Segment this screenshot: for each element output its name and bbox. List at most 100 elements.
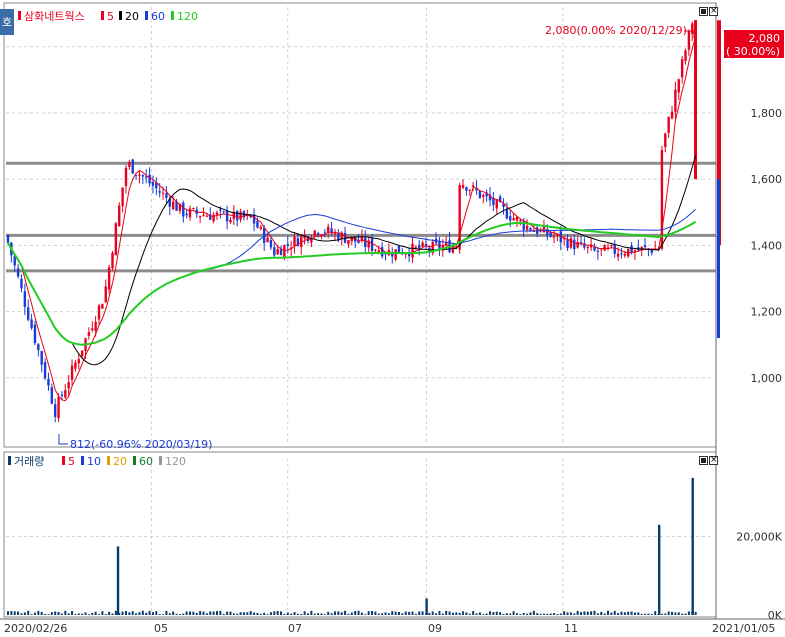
volume-bar — [84, 612, 87, 615]
candle-body — [161, 192, 165, 194]
volume-bar — [37, 610, 40, 615]
volume-bar — [475, 613, 478, 615]
candle-body — [357, 240, 360, 243]
candle-body — [192, 208, 195, 210]
candle-body — [252, 214, 256, 224]
candle-body — [498, 196, 502, 203]
volume-bar — [360, 612, 363, 615]
candle-body — [542, 226, 546, 233]
volume-bar — [502, 613, 505, 615]
volume-bar — [340, 612, 343, 615]
hangul-ho-glyph: 호 — [2, 16, 12, 29]
volume-bar — [526, 613, 529, 615]
volume-bar — [249, 611, 252, 615]
candle-body — [589, 245, 593, 248]
high-annotation: 2,080(0.00% 2020/12/29) — [545, 24, 687, 37]
volume-bar — [313, 613, 316, 615]
candle-body — [296, 238, 300, 247]
volume-bar — [512, 611, 515, 615]
low-annotation: 812(-60.96% 2020/03/19) — [70, 438, 212, 451]
volume-bar — [364, 614, 367, 615]
candle-body — [519, 220, 522, 222]
candle-body — [97, 305, 101, 320]
volume-bar — [617, 613, 620, 615]
candle-body — [300, 236, 303, 248]
volume-bar — [596, 613, 599, 615]
candle-body — [320, 234, 323, 236]
candle-body — [138, 174, 141, 176]
candle-body — [205, 215, 209, 217]
volume-bar — [418, 611, 421, 615]
volume-bar — [47, 614, 50, 615]
candle-body — [492, 197, 495, 206]
volume-bar — [64, 610, 67, 615]
candle-body — [475, 187, 478, 191]
volume-peak-bar — [657, 524, 661, 615]
price-panel[interactable] — [3, 2, 717, 448]
volume-bar — [455, 612, 458, 615]
volume-bar — [101, 611, 104, 615]
volume-bar — [603, 613, 606, 615]
moving-average-20 — [7, 155, 697, 366]
candle-body — [215, 212, 219, 215]
candle-body — [424, 243, 428, 247]
candle-body — [256, 221, 259, 228]
volume-bar — [559, 613, 562, 615]
candle-body — [397, 245, 401, 254]
volume-bar — [219, 610, 222, 615]
candle-body — [131, 159, 134, 174]
candle-body — [124, 167, 128, 186]
candle-body — [633, 250, 637, 252]
volume-bar — [178, 614, 181, 615]
volume-bar — [613, 610, 616, 615]
price-panel-close-button[interactable] — [709, 7, 718, 16]
price-tick-label: 1,200 — [751, 306, 783, 319]
date-tick-label: 05 — [154, 622, 168, 635]
candle-body — [6, 235, 10, 243]
volume-bar — [172, 611, 175, 615]
volume-panel-close-button[interactable] — [709, 456, 718, 465]
volume-bar — [539, 613, 542, 615]
candle-body — [101, 304, 104, 309]
volume-bar — [205, 613, 208, 615]
candle-body — [606, 247, 610, 249]
volume-bar — [273, 611, 276, 615]
volume-panel-maximize-button[interactable] — [699, 456, 708, 465]
legend-ma5: 5 — [107, 10, 114, 23]
candle-body — [57, 396, 60, 419]
volume-bar — [677, 612, 680, 615]
candle-body — [171, 201, 175, 210]
volume-bar — [330, 613, 333, 615]
volume-panel[interactable] — [3, 451, 717, 618]
volume-bar — [145, 612, 148, 615]
volume-bar — [354, 611, 357, 615]
date-tick-label: 09 — [428, 622, 442, 635]
legend-ma60: 60 — [151, 10, 165, 23]
volume-bar — [499, 612, 502, 615]
candle-body — [367, 240, 370, 248]
candle-body — [283, 245, 286, 258]
volume-bar — [671, 611, 674, 615]
candle-body — [421, 242, 424, 247]
candle-body — [552, 236, 556, 238]
volume-bar — [81, 613, 84, 615]
candle-body — [286, 244, 289, 246]
candle-body — [461, 184, 465, 188]
volume-bar — [515, 613, 518, 615]
candle-body — [586, 246, 589, 248]
volume-bar — [465, 612, 468, 615]
volume-bar — [374, 611, 377, 615]
volume-bar — [283, 613, 286, 615]
hangul-ho-icon[interactable] — [0, 9, 14, 35]
volume-bar — [30, 614, 33, 615]
candle-body — [380, 247, 384, 257]
volume-bar — [404, 611, 407, 615]
volume-bar — [306, 613, 309, 615]
price-panel-maximize-button[interactable] — [699, 7, 708, 16]
candle-body — [347, 239, 350, 245]
candle-body — [640, 246, 643, 249]
candle-body — [650, 250, 654, 253]
candle-body — [374, 249, 377, 251]
candle-body — [121, 187, 124, 207]
